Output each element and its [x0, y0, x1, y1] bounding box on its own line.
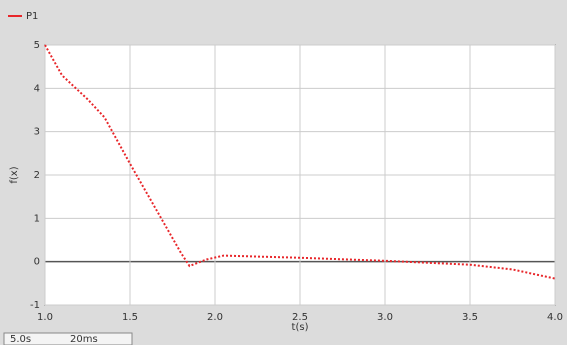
- y-tick-label: 5: [34, 40, 40, 51]
- y-tick-label: 2: [34, 170, 40, 181]
- x-tick-label: 1.0: [37, 312, 53, 323]
- x-axis-label: t(s): [292, 322, 309, 333]
- x-tick-label: 3.0: [377, 312, 393, 323]
- status-bar: [3, 332, 133, 345]
- x-tick-label: 2.0: [207, 312, 223, 323]
- x-tick-label: 1.5: [122, 312, 138, 323]
- legend-label: P1: [26, 11, 38, 22]
- y-axis-label: f(x): [9, 166, 20, 183]
- y-tick-label: 4: [34, 83, 40, 94]
- status-text: 20ms: [70, 334, 98, 345]
- y-tick-label: -1: [30, 300, 40, 311]
- y-tick-label: 1: [34, 213, 40, 224]
- x-tick-label: 3.5: [462, 312, 478, 323]
- y-tick-label: 0: [34, 257, 40, 268]
- x-tick-label: 4.0: [547, 312, 563, 323]
- x-tick-label: 2.5: [292, 312, 308, 323]
- status-text: 5.0s: [10, 334, 31, 345]
- y-tick-label: 3: [34, 127, 40, 138]
- data-line: [44, 44, 556, 280]
